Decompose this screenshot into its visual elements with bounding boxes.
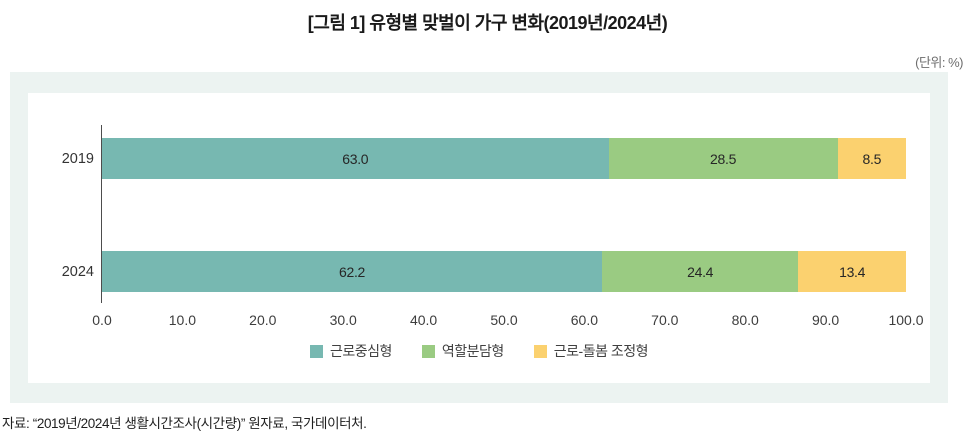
legend: 근로중심형 역할분담형 근로-돌봄 조정형 bbox=[28, 341, 930, 361]
x-tick-label: 0.0 bbox=[92, 312, 112, 328]
category-label-2024: 2024 bbox=[61, 263, 94, 280]
bar-row-2019: 63.0 28.5 8.5 bbox=[102, 138, 906, 179]
legend-label: 역할분담형 bbox=[441, 343, 504, 359]
bars-area: 63.0 28.5 8.5 62.2 24.4 13.4 0.0 10.0 20.0 30.0 40… bbox=[92, 93, 924, 383]
bar-row-2024: 62.2 24.4 13.4 bbox=[102, 251, 906, 292]
x-tick-label: 10.0 bbox=[168, 312, 197, 328]
bar-value-label: 13.4 bbox=[839, 263, 866, 280]
page-title: [그림 1] 유형별 맞벌이 가구 변화(2019년/2024년) bbox=[307, 13, 668, 33]
legend-item: 근로중심형 bbox=[309, 341, 392, 361]
x-tick-label: 20.0 bbox=[249, 312, 277, 328]
legend-swatch-icon bbox=[533, 344, 547, 358]
x-tick-label: 100.0 bbox=[888, 312, 924, 328]
category-label-2019: 2019 bbox=[61, 150, 94, 167]
bar-segment-2024-근로중심형: 62.2 bbox=[102, 251, 603, 292]
bar-value-label: 8.5 bbox=[862, 150, 882, 167]
y-axis-line bbox=[101, 125, 102, 303]
x-tick-label: 70.0 bbox=[651, 312, 679, 328]
bar-value-label: 63.0 bbox=[342, 150, 369, 167]
legend-swatch-icon bbox=[421, 344, 435, 358]
legend-label: 근로-돌봄 조정형 bbox=[553, 343, 649, 359]
bar-segment-2019-역할분담형: 28.5 bbox=[608, 138, 838, 179]
chart-panel: 63.0 28.5 8.5 62.2 24.4 13.4 0.0 10.0 20.0 30.0 40… bbox=[10, 72, 948, 403]
bar-value-label: 62.2 bbox=[339, 263, 366, 280]
x-tick-label: 80.0 bbox=[731, 312, 759, 328]
x-tick-label: 50.0 bbox=[490, 312, 518, 328]
legend-label: 근로중심형 bbox=[329, 343, 392, 359]
bar-segment-2019-근로-돌봄 조정형: 8.5 bbox=[837, 138, 906, 179]
x-tick-label: 90.0 bbox=[811, 312, 840, 328]
legend-swatch-icon bbox=[309, 344, 323, 358]
legend-item: 근로-돌봄 조정형 bbox=[533, 341, 649, 361]
bar-segment-2024-역할분담형: 24.4 bbox=[602, 251, 799, 292]
x-tick-label: 60.0 bbox=[570, 312, 599, 328]
unit-label: (단위: %) bbox=[915, 55, 963, 70]
x-tick-label: 30.0 bbox=[329, 312, 357, 328]
bar-value-label: 24.4 bbox=[687, 263, 714, 280]
legend-item: 역할분담형 bbox=[421, 341, 504, 361]
plot-area: 63.0 28.5 8.5 62.2 24.4 13.4 0.0 10.0 20.0 30.0 40… bbox=[28, 93, 930, 383]
bar-segment-2024-근로-돌봄 조정형: 13.4 bbox=[798, 251, 906, 292]
x-tick-label: 40.0 bbox=[409, 312, 438, 328]
source-note: 자료: “2019년/2024년 생활시간조사(시간량)” 원자료, 국가데이터… bbox=[2, 416, 367, 431]
bar-value-label: 28.5 bbox=[710, 150, 737, 167]
bar-segment-2019-근로중심형: 63.0 bbox=[102, 138, 609, 179]
